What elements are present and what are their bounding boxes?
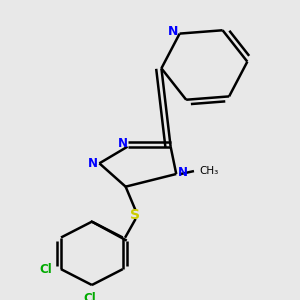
Text: Cl: Cl [39, 263, 52, 276]
Text: N: N [168, 26, 178, 38]
Text: N: N [118, 137, 128, 151]
Text: N: N [88, 157, 98, 170]
Text: Cl: Cl [84, 292, 96, 300]
Text: S: S [130, 208, 140, 222]
Text: CH₃: CH₃ [200, 166, 219, 176]
Text: N: N [178, 166, 188, 179]
